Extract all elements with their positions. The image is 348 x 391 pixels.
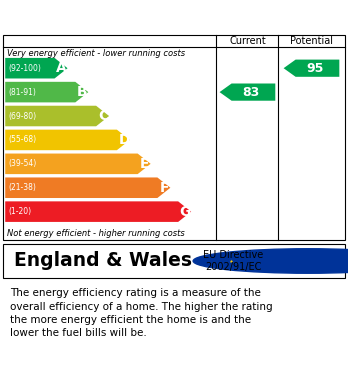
Text: D: D (118, 133, 130, 147)
Text: The energy efficiency rating is a measure of the
overall efficiency of a home. T: The energy efficiency rating is a measur… (10, 289, 273, 338)
Polygon shape (5, 106, 109, 126)
Polygon shape (220, 84, 275, 101)
Text: (69-80): (69-80) (8, 111, 36, 120)
Text: Current: Current (229, 36, 266, 46)
Text: Very energy efficient - lower running costs: Very energy efficient - lower running co… (7, 48, 185, 57)
Text: G: G (180, 204, 191, 219)
Text: C: C (98, 109, 108, 123)
Polygon shape (5, 82, 88, 102)
Text: EU Directive
2002/91/EC: EU Directive 2002/91/EC (203, 250, 263, 272)
Text: Energy Efficiency Rating: Energy Efficiency Rating (10, 9, 232, 24)
Text: (1-20): (1-20) (8, 207, 31, 216)
Polygon shape (5, 154, 151, 174)
Text: F: F (160, 181, 169, 195)
Circle shape (193, 249, 348, 273)
Polygon shape (284, 59, 339, 77)
Text: Potential: Potential (290, 36, 333, 46)
Polygon shape (5, 201, 191, 222)
Polygon shape (5, 178, 171, 198)
Text: B: B (77, 85, 88, 99)
Text: (81-91): (81-91) (8, 88, 36, 97)
Polygon shape (5, 130, 130, 150)
Text: 95: 95 (306, 62, 324, 75)
Text: E: E (140, 157, 150, 171)
Text: (21-38): (21-38) (8, 183, 36, 192)
Text: A: A (56, 61, 67, 75)
Polygon shape (5, 58, 68, 79)
Text: Not energy efficient - higher running costs: Not energy efficient - higher running co… (7, 228, 185, 237)
Text: England & Wales: England & Wales (14, 251, 192, 271)
Text: (92-100): (92-100) (8, 64, 41, 73)
Text: (39-54): (39-54) (8, 159, 36, 169)
Text: 83: 83 (242, 86, 260, 99)
Text: (55-68): (55-68) (8, 135, 36, 144)
